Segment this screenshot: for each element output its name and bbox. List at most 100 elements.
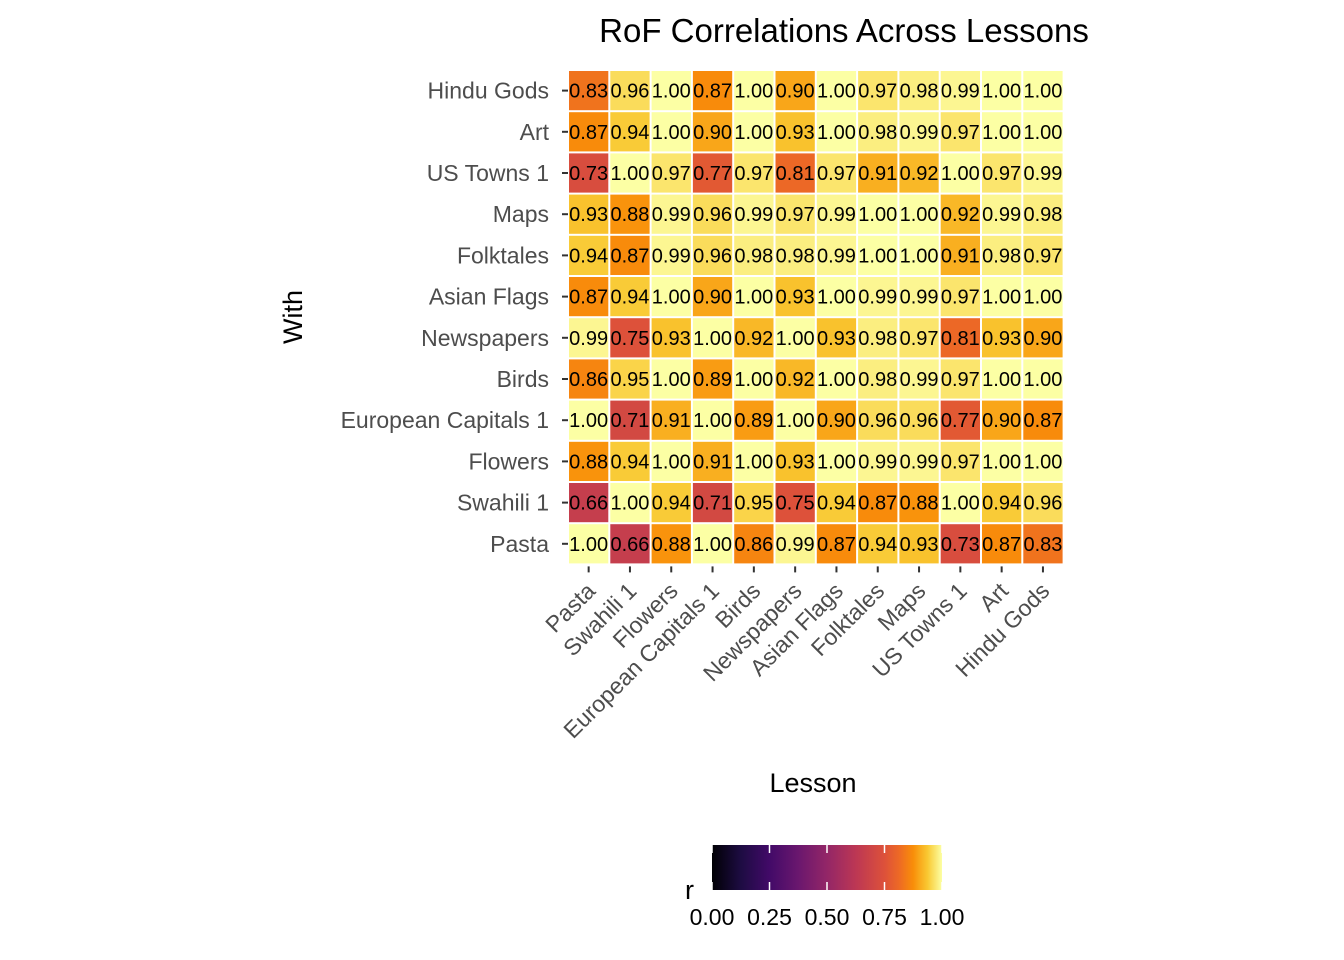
cell-value-label: 0.73 — [941, 534, 980, 556]
heatmap-cell — [940, 153, 980, 193]
heatmap-cell — [734, 441, 774, 481]
cell-value-label: 1.00 — [858, 245, 897, 267]
heatmap-cell — [569, 112, 609, 152]
cell-value-label: 0.97 — [776, 204, 815, 226]
heatmap-cell — [651, 359, 691, 399]
cell-value-label: 0.99 — [734, 204, 773, 226]
heatmap-cell — [610, 112, 650, 152]
heatmap-cell — [982, 483, 1022, 523]
cell-value-label: 0.93 — [817, 328, 856, 350]
x-axis-title: Lesson — [769, 768, 856, 798]
heatmap-cell — [775, 359, 815, 399]
cell-value-label: 1.00 — [734, 287, 773, 309]
heatmap-cell — [1023, 153, 1063, 193]
cell-value-label: 0.94 — [569, 245, 608, 267]
heatmap-cell — [651, 235, 691, 275]
heatmap-cell — [858, 318, 898, 358]
heatmap-cell — [940, 441, 980, 481]
heatmap-cell — [610, 153, 650, 193]
heatmap-cell — [775, 441, 815, 481]
cell-value-label: 0.90 — [693, 287, 732, 309]
cell-value-label: 1.00 — [610, 163, 649, 185]
cell-value-label: 0.92 — [941, 204, 980, 226]
cell-value-label: 0.97 — [941, 369, 980, 391]
cell-value-label: 0.97 — [900, 328, 939, 350]
heatmap-cell — [982, 524, 1022, 564]
heatmap-cell — [651, 277, 691, 317]
heatmap-cell — [940, 524, 980, 564]
cell-value-label: 0.99 — [569, 328, 608, 350]
heatmap-cell — [982, 277, 1022, 317]
cell-value-label: 0.99 — [858, 451, 897, 473]
heatmap-cell — [858, 483, 898, 523]
cell-value-label: 0.66 — [569, 493, 608, 515]
heatmap-cell — [692, 483, 733, 523]
heatmap-cell — [982, 400, 1022, 440]
cell-value-label: 0.97 — [941, 287, 980, 309]
cell-value-label: 0.94 — [817, 493, 856, 515]
cell-value-label: 0.98 — [858, 122, 897, 144]
cell-value-label: 0.96 — [693, 245, 732, 267]
cell-value-label: 0.92 — [776, 369, 815, 391]
cell-value-label: 0.86 — [569, 369, 608, 391]
cell-value-label: 0.88 — [652, 534, 691, 556]
heatmap-cell — [1023, 400, 1063, 440]
cell-value-label: 1.00 — [817, 287, 856, 309]
cell-value-label: 0.98 — [734, 245, 773, 267]
cell-value-label: 0.96 — [693, 204, 732, 226]
heatmap-cell — [734, 277, 774, 317]
cell-value-label: 0.87 — [569, 122, 608, 144]
cell-value-label: 1.00 — [693, 328, 732, 350]
cell-value-label: 0.93 — [569, 204, 608, 226]
heatmap-cell — [775, 153, 815, 193]
heatmap-cell — [899, 112, 939, 152]
cell-value-label: 0.98 — [858, 369, 897, 391]
heatmap-cell — [1023, 483, 1063, 523]
cell-value-label: 1.00 — [817, 451, 856, 473]
cell-value-label: 1.00 — [941, 163, 980, 185]
cell-value-label: 0.99 — [900, 451, 939, 473]
cell-value-label: 1.00 — [1023, 81, 1062, 103]
cell-value-label: 0.83 — [1023, 534, 1062, 556]
cell-value-label: 0.90 — [776, 81, 815, 103]
heatmap-cell — [858, 194, 898, 234]
heatmap-cell — [940, 318, 980, 358]
y-tick-label: Pasta — [490, 531, 549, 557]
cell-value-label: 1.00 — [652, 81, 691, 103]
heatmap-cell — [692, 318, 733, 358]
legend-tick-label: 0.25 — [747, 904, 792, 930]
y-tick-label: European Capitals 1 — [341, 407, 549, 433]
heatmap-cell — [651, 524, 691, 564]
cell-value-label: 0.91 — [941, 245, 980, 267]
heatmap-cell — [569, 318, 609, 358]
cell-value-label: 1.00 — [734, 122, 773, 144]
y-tick-label: Newspapers — [421, 325, 549, 351]
cell-value-label: 0.88 — [569, 451, 608, 473]
heatmap-cell — [858, 524, 898, 564]
cell-value-label: 0.99 — [776, 534, 815, 556]
cell-value-label: 0.90 — [693, 122, 732, 144]
heatmap-cell — [569, 483, 609, 523]
heatmap-cell — [899, 318, 939, 358]
cell-value-label: 0.94 — [610, 122, 649, 144]
heatmap-cell — [1023, 441, 1063, 481]
heatmap-cell — [651, 112, 691, 152]
heatmap-cell — [569, 194, 609, 234]
y-tick-label: Flowers — [468, 448, 549, 474]
cell-value-label: 0.93 — [776, 451, 815, 473]
cell-value-label: 0.75 — [776, 493, 815, 515]
heatmap-cell — [816, 112, 857, 152]
y-axis-ticks: Hindu Gods Art US Towns 1 Maps Folktales Asia… — [341, 78, 568, 557]
heatmap-cell — [734, 483, 774, 523]
cell-value-label: 1.00 — [858, 204, 897, 226]
heatmap-cell — [775, 194, 815, 234]
cell-value-label: 0.98 — [858, 328, 897, 350]
cell-value-label: 0.66 — [610, 534, 649, 556]
cell-value-label: 0.83 — [569, 81, 608, 103]
cell-value-label: 1.00 — [900, 204, 939, 226]
heatmap-cell — [899, 359, 939, 399]
heatmap-cell — [734, 153, 774, 193]
heatmap-cell — [610, 318, 650, 358]
